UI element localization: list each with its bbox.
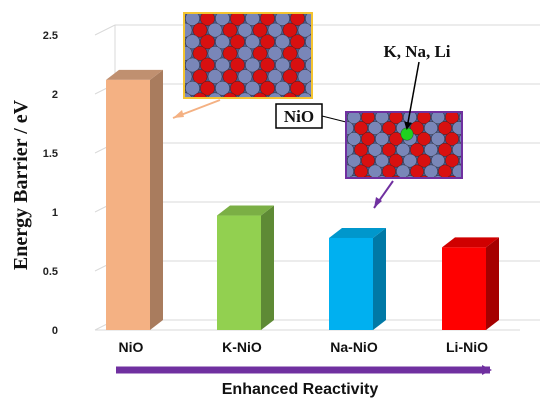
dopant-pointer-line <box>404 61 420 130</box>
category-label: Na-NiO <box>330 339 378 355</box>
bar-side <box>261 205 274 330</box>
bar-side <box>373 227 386 330</box>
nio-callout: NiO <box>275 103 323 129</box>
y-tick-label: 0 <box>52 325 58 337</box>
bar <box>106 69 163 330</box>
bar-front <box>217 215 261 330</box>
nio-surface-image <box>183 12 313 99</box>
bar <box>442 237 499 330</box>
y-tick-label: 2 <box>52 89 58 101</box>
category-label: K-NiO <box>222 339 262 355</box>
y-tick-label: 2.5 <box>43 30 58 42</box>
reactivity-label: Enhanced Reactivity <box>222 381 379 398</box>
category-labels: NiO K-NiO Na-NiO Li-NiO <box>119 339 489 355</box>
bars <box>106 69 499 330</box>
bar-side <box>486 237 499 330</box>
nio-callout-text: NiO <box>284 107 314 126</box>
bar-top <box>442 237 499 248</box>
bar-side <box>150 69 163 330</box>
bar-top <box>106 69 163 80</box>
category-label: Li-NiO <box>446 339 488 355</box>
y-axis-label: Energy Barrier / eV <box>10 99 32 270</box>
bar-front <box>442 247 486 330</box>
category-label: NiO <box>119 339 144 355</box>
y-axis-ticks: 0 0.5 1 1.5 2 2.5 <box>43 30 58 337</box>
y-tick-label: 1.5 <box>43 148 58 160</box>
dopant-label: K, Na, Li <box>383 42 450 61</box>
bar-top <box>329 227 386 238</box>
y-tick-label: 1 <box>52 207 58 219</box>
bar <box>329 227 386 330</box>
y-tick-label: 0.5 <box>43 266 58 278</box>
bar-front <box>106 79 150 330</box>
bar <box>217 205 274 330</box>
doped-surface-image <box>345 111 463 179</box>
bar-front <box>329 237 373 330</box>
bar-top <box>217 205 274 216</box>
